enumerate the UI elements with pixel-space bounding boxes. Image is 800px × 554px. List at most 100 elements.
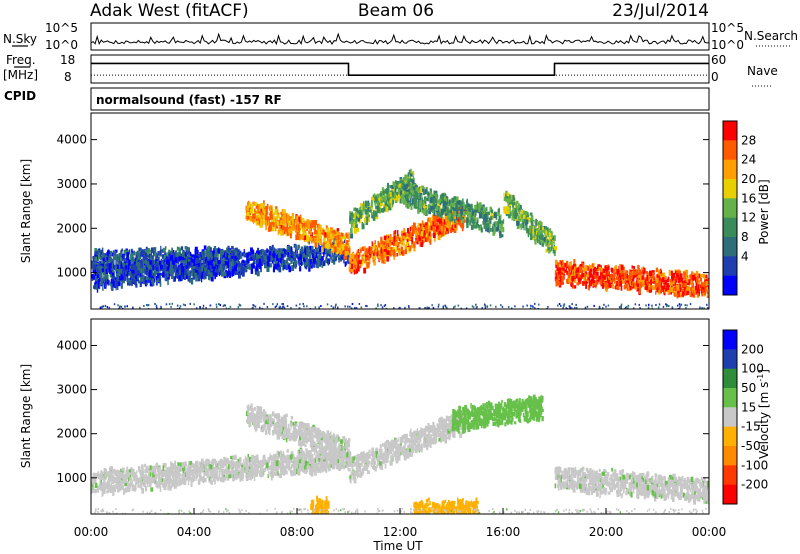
heatmap-cell-5 <box>485 223 489 229</box>
heatmap-cell-1 <box>218 266 222 272</box>
heatmap-cell-5 <box>466 211 469 216</box>
heatmap-cell-6 <box>548 237 552 243</box>
heatmap-cell-2 <box>251 204 254 210</box>
heatmap-cell-5 <box>447 204 449 208</box>
heatmap-cell-7 <box>657 269 659 275</box>
heatmap-cell-5 <box>449 203 451 210</box>
heatmap-cell-1 <box>291 247 293 252</box>
heatmap-cell-5 <box>492 227 496 234</box>
heatmap-cell-1 <box>318 243 320 249</box>
heatmap-cell-1 <box>345 261 347 266</box>
heatmap-cell-2 <box>285 215 288 220</box>
heatmap-cell-0 <box>173 253 175 258</box>
heatmap-cell-1 <box>100 272 103 278</box>
heatmap-cell-3 <box>402 235 406 240</box>
freq-label: Freq. <box>6 53 36 67</box>
heatmap-cell-5 <box>466 217 469 223</box>
heatmap-cell-5 <box>425 210 428 216</box>
heatmap-cell-1 <box>135 265 138 272</box>
heatmap-cell-7 <box>628 287 631 292</box>
heatmap-cell-3 <box>435 223 439 228</box>
heatmap-cell-5 <box>421 207 425 214</box>
heatmap-cell-2 <box>280 220 283 226</box>
heatmap-cell-0 <box>199 259 202 265</box>
heatmap-cell-1 <box>246 259 250 263</box>
heatmap-cell-2 <box>326 240 330 247</box>
heatmap-cell-4 <box>373 210 375 216</box>
heatmap-cell-5 <box>460 200 463 206</box>
heatmap-cell-0 <box>144 248 146 255</box>
heatmap-cell-3 <box>440 226 443 233</box>
heatmap-cell-7 <box>632 268 634 272</box>
heatmap-cell-1 <box>221 255 223 261</box>
heatmap-cell-2 <box>289 221 292 227</box>
heatmap-cell-5 <box>477 208 479 213</box>
heatmap-cell-0 <box>131 257 134 262</box>
heatmap-cell-1 <box>218 271 220 277</box>
heatmap-cell-1 <box>158 260 162 265</box>
freq-panel-frame <box>90 54 710 84</box>
heatmap-cell-1 <box>148 274 151 278</box>
heatmap-cell-3 <box>428 217 432 223</box>
heatmap-cell-1 <box>197 263 200 267</box>
heatmap-cell-3 <box>379 242 382 249</box>
heatmap-cell-2 <box>280 224 283 229</box>
heatmap-cell-1 <box>146 271 150 276</box>
heatmap-cell-3 <box>377 250 381 255</box>
heatmap-cell-0 <box>203 245 207 250</box>
heatmap-cell-1 <box>309 245 312 250</box>
heatmap-cell-2 <box>274 225 277 232</box>
date-title: 23/Jul/2014 <box>612 1 709 21</box>
heatmap-cell-1 <box>120 283 123 289</box>
heatmap-cell-5 <box>422 200 425 206</box>
heatmap-cell-2 <box>299 219 302 224</box>
heatmap-cell-0 <box>109 258 112 262</box>
heatmap-cell-7 <box>563 275 565 280</box>
heatmap-cell-1 <box>103 276 106 281</box>
heatmap-cell-3 <box>357 260 359 267</box>
heatmap-cell-4 <box>408 178 410 184</box>
heatmap-cell-5 <box>450 215 453 222</box>
heatmap-cell-1 <box>122 278 125 284</box>
heatmap-cell-1 <box>208 274 210 277</box>
heatmap-cell-1 <box>314 252 316 257</box>
freq-series-line <box>91 62 709 76</box>
heatmap-cell-1 <box>99 265 102 270</box>
heatmap-cell-4 <box>387 201 390 205</box>
heatmap-cell-1 <box>343 257 345 264</box>
heatmap-cell-5 <box>453 211 457 217</box>
heatmap-cell-5 <box>417 188 420 193</box>
heatmap-cell-1 <box>165 276 167 281</box>
heatmap-cell-5 <box>474 211 477 216</box>
heatmap-cell-1 <box>276 255 278 261</box>
heatmap-cell-1 <box>307 263 309 269</box>
heatmap-cell-5 <box>410 204 413 210</box>
heatmap-cell-2 <box>259 222 262 228</box>
heatmap-cell-6 <box>541 237 545 242</box>
heatmap-cell-5 <box>453 199 456 205</box>
heatmap-cell-5 <box>494 225 496 229</box>
heatmap-cell-1 <box>208 265 211 270</box>
heatmap-cell-2 <box>329 238 332 243</box>
heatmap-cell-2 <box>322 229 325 236</box>
heatmap-cell-0 <box>96 255 100 259</box>
heatmap-cell-5 <box>462 211 466 216</box>
heatmap-cell-0 <box>123 255 125 261</box>
heatmap-cell-5 <box>407 182 411 187</box>
heatmap-cell-2 <box>247 211 250 216</box>
heatmap-cell-6 <box>508 212 511 219</box>
heatmap-cell-3 <box>446 222 449 228</box>
heatmap-cell-2 <box>255 221 259 226</box>
heatmap-cell-5 <box>489 228 492 232</box>
heatmap-cell-1 <box>178 275 181 280</box>
heatmap-cell-7 <box>679 292 682 298</box>
heatmap-cell-1 <box>117 285 119 290</box>
heatmap-cell-2 <box>304 222 306 228</box>
heatmap-cell-3 <box>374 254 376 260</box>
heatmap-cell-1 <box>214 272 218 277</box>
heatmap-cell-4 <box>373 193 376 198</box>
heatmap-cell-0 <box>136 250 140 256</box>
heatmap-cell-2 <box>312 221 316 228</box>
heatmap-cell-5 <box>482 218 485 224</box>
heatmap-cell-0 <box>209 247 212 253</box>
